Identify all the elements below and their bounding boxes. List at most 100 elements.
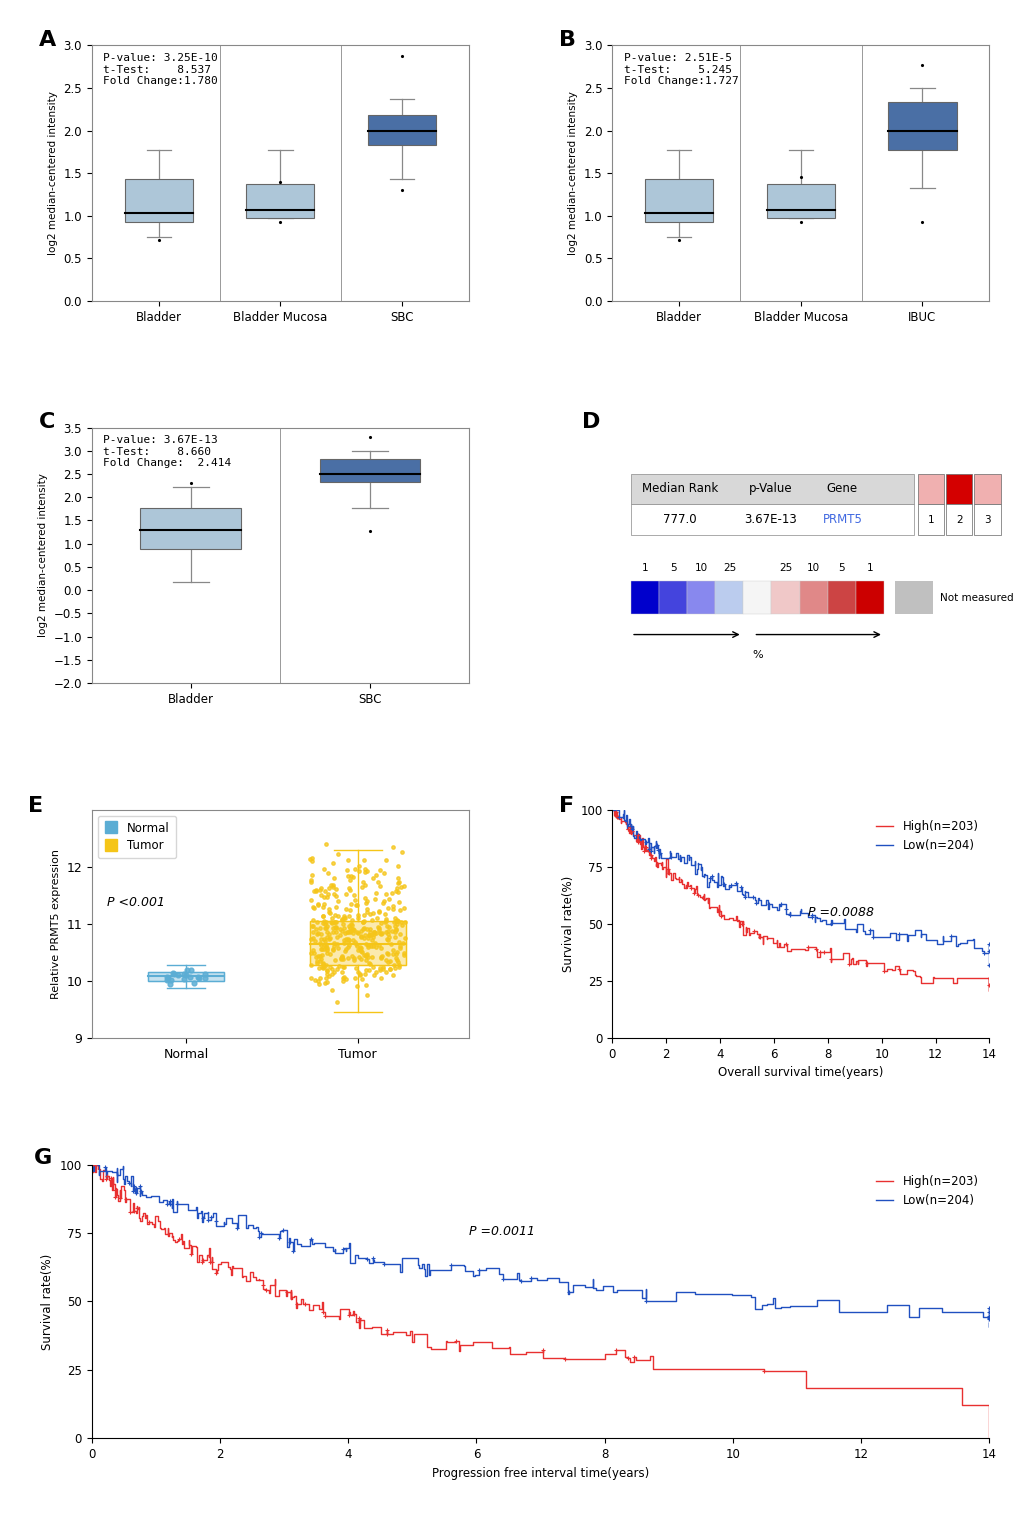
Y-axis label: log2 median-centered intensity: log2 median-centered intensity bbox=[48, 91, 58, 256]
Point bbox=[392, 875, 409, 899]
Point bbox=[394, 931, 411, 955]
Low(n=204) bbox=[304, 1231, 316, 1249]
High(n=203) bbox=[109, 1178, 121, 1196]
Bar bbox=[644, 179, 712, 221]
Point bbox=[385, 963, 401, 987]
Point bbox=[370, 917, 386, 942]
Point bbox=[311, 943, 327, 967]
Point bbox=[327, 895, 343, 919]
Point bbox=[322, 901, 338, 925]
Point bbox=[326, 866, 342, 890]
Point bbox=[319, 958, 335, 983]
Point bbox=[336, 931, 353, 955]
Point bbox=[377, 908, 393, 933]
Point bbox=[378, 919, 394, 943]
Low(n=204) bbox=[606, 801, 619, 819]
Point bbox=[379, 927, 395, 951]
Bar bbox=[973, 474, 1000, 504]
Point bbox=[381, 925, 397, 949]
Point bbox=[384, 937, 400, 961]
Point bbox=[344, 864, 361, 889]
Point bbox=[358, 958, 374, 983]
Bar bbox=[141, 509, 240, 550]
Point bbox=[357, 860, 373, 884]
Point bbox=[390, 930, 407, 954]
Point bbox=[328, 916, 344, 940]
Point bbox=[309, 949, 325, 974]
Point bbox=[344, 928, 361, 952]
Point bbox=[343, 945, 360, 969]
Text: 10: 10 bbox=[806, 563, 819, 574]
Text: F: F bbox=[558, 796, 574, 816]
X-axis label: Overall survival time(years): Overall survival time(years) bbox=[717, 1066, 882, 1079]
Point bbox=[345, 917, 362, 942]
Point bbox=[352, 963, 368, 987]
Text: 777.0: 777.0 bbox=[662, 513, 696, 525]
Point bbox=[324, 978, 340, 1002]
Bar bbox=[895, 581, 932, 615]
Point bbox=[341, 898, 358, 922]
Point bbox=[363, 922, 379, 946]
Point bbox=[323, 957, 339, 981]
Point bbox=[351, 854, 367, 878]
Point bbox=[334, 907, 351, 931]
Point bbox=[313, 877, 329, 901]
Point bbox=[385, 898, 401, 922]
Point bbox=[348, 893, 365, 917]
Point bbox=[395, 896, 412, 921]
Point bbox=[324, 921, 340, 945]
Point bbox=[366, 921, 382, 945]
Point bbox=[306, 896, 322, 921]
Point bbox=[333, 907, 350, 931]
Point bbox=[386, 914, 403, 939]
Point bbox=[317, 916, 333, 940]
Point bbox=[161, 972, 177, 996]
Point bbox=[379, 942, 395, 966]
Point bbox=[327, 914, 343, 939]
Line: High(n=203): High(n=203) bbox=[93, 1164, 988, 1438]
Point bbox=[327, 910, 343, 934]
Point bbox=[350, 960, 366, 984]
Point bbox=[304, 863, 320, 887]
Bar bbox=[148, 972, 223, 981]
Point bbox=[318, 910, 334, 934]
Point bbox=[387, 942, 404, 966]
High(n=203) bbox=[626, 822, 638, 840]
Point bbox=[339, 930, 356, 954]
Point bbox=[354, 967, 370, 992]
Point bbox=[346, 857, 363, 881]
Point bbox=[332, 916, 348, 940]
Point bbox=[318, 925, 334, 949]
Point bbox=[310, 893, 326, 917]
Point bbox=[387, 946, 404, 970]
Point bbox=[393, 840, 410, 864]
Bar bbox=[917, 474, 944, 504]
Point bbox=[357, 961, 373, 986]
Point bbox=[340, 877, 357, 901]
Point bbox=[304, 846, 320, 871]
Point bbox=[197, 961, 213, 986]
Point bbox=[368, 881, 384, 905]
Text: 5: 5 bbox=[838, 563, 844, 574]
Point bbox=[390, 954, 407, 978]
High(n=203) bbox=[284, 1281, 297, 1299]
Text: P =0.0088: P =0.0088 bbox=[808, 905, 873, 919]
Point bbox=[329, 925, 345, 949]
Point bbox=[335, 928, 352, 952]
Point bbox=[389, 880, 406, 904]
Text: PRMT5: PRMT5 bbox=[821, 513, 861, 525]
Point bbox=[303, 954, 319, 978]
Point bbox=[395, 874, 412, 898]
Point bbox=[347, 893, 364, 917]
High(n=203) bbox=[87, 1163, 99, 1181]
Point bbox=[360, 925, 376, 949]
Point bbox=[389, 910, 406, 934]
Point bbox=[304, 849, 320, 874]
Point bbox=[338, 921, 355, 945]
Point bbox=[335, 964, 352, 989]
Point bbox=[350, 921, 366, 945]
Point bbox=[357, 857, 373, 881]
Text: C: C bbox=[39, 412, 55, 431]
Point bbox=[325, 910, 341, 934]
Point bbox=[312, 916, 328, 940]
